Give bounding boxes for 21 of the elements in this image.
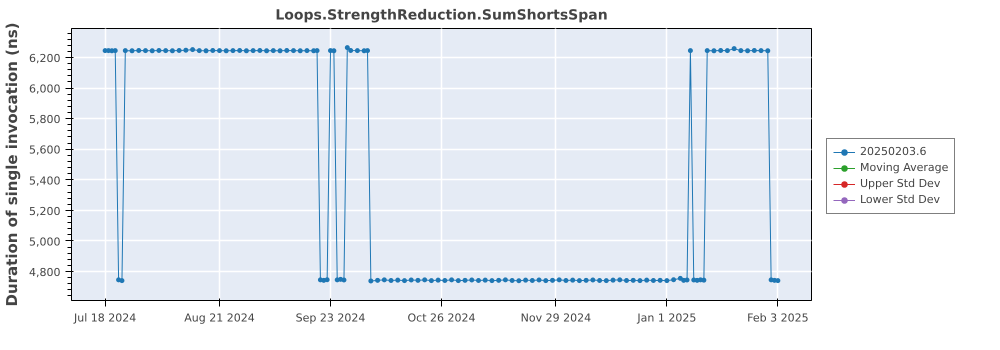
- legend-label: Moving Average: [860, 160, 948, 174]
- y-tick-label: 4,800: [29, 266, 61, 279]
- legend-label: Upper Std Dev: [860, 176, 940, 190]
- chart-title: Loops.StrengthReduction.SumShortsSpan: [275, 8, 608, 24]
- x-tick-label: Feb 3 2025: [747, 312, 809, 324]
- x-tick-label: Aug 21 2024: [184, 312, 255, 324]
- y-tick-label: 5,400: [29, 174, 61, 188]
- x-tick-label: Sep 23 2024: [296, 312, 366, 324]
- y-tick-label: 5,200: [29, 204, 61, 218]
- y-tick-label: 5,800: [29, 113, 61, 126]
- y-tick-label: 5,600: [29, 144, 61, 157]
- y-tick-label: 6,000: [29, 82, 61, 96]
- y-tick-label: 5,000: [29, 235, 61, 248]
- x-tick-label: Jul 18 2024: [73, 312, 136, 324]
- legend-label: 20250203.6: [860, 144, 926, 158]
- x-tick-label: Oct 26 2024: [408, 312, 476, 324]
- legend-label: Lower Std Dev: [860, 192, 940, 206]
- x-tick-label: Nov 29 2024: [520, 312, 592, 324]
- x-tick-label: Jan 1 2025: [636, 312, 696, 324]
- y-axis-title: Duration of single invocation (ns): [3, 22, 22, 306]
- y-tick-label: 6,200: [29, 52, 61, 66]
